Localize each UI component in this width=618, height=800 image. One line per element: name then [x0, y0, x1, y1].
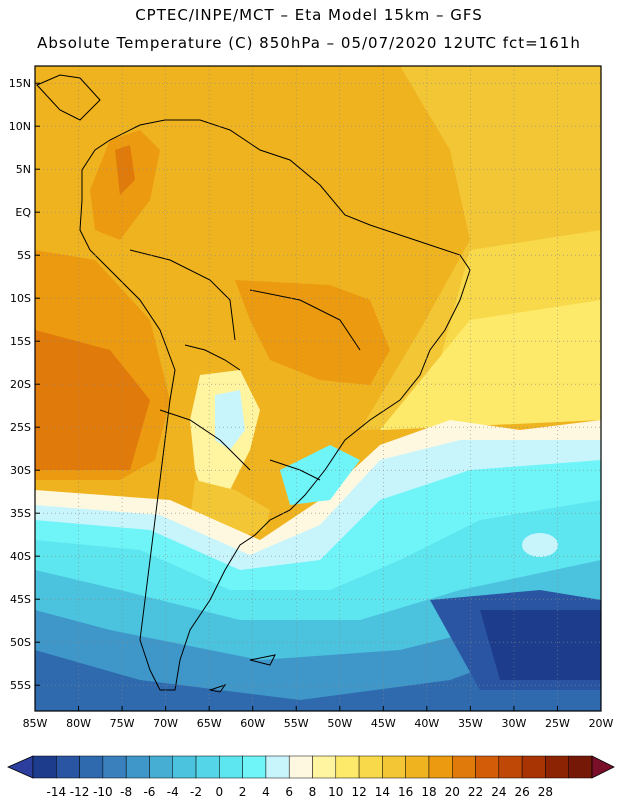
- lat-label: 10N: [9, 120, 31, 133]
- colorbar-swatch: [335, 755, 360, 779]
- temperature-field: [35, 66, 601, 711]
- colorbar-swatch: [475, 755, 500, 779]
- lat-label: 15N: [9, 77, 31, 90]
- lat-label: 55S: [10, 679, 31, 692]
- colorbar-swatch: [428, 755, 453, 779]
- lat-label: 50S: [10, 636, 31, 649]
- colorbar-label: 26: [514, 785, 529, 799]
- colorbar-label: 28: [538, 785, 553, 799]
- colorbar-swatch: [312, 755, 337, 779]
- lon-label: 25W: [545, 717, 570, 730]
- colorbar-swatch: [358, 755, 383, 779]
- lat-label: 10S: [10, 292, 31, 305]
- lon-label: 65W: [197, 717, 222, 730]
- colorbar-label: -10: [93, 785, 113, 799]
- colorbar-swatch: [195, 755, 220, 779]
- lat-label: EQ: [15, 206, 31, 219]
- colorbar-label: 0: [216, 785, 224, 799]
- colorbar-label: 22: [468, 785, 483, 799]
- colorbar-over-arrow: [591, 755, 615, 779]
- colorbar-label: 10: [328, 785, 343, 799]
- colorbar-swatch: [125, 755, 150, 779]
- lon-label: 70W: [153, 717, 178, 730]
- colorbar-label: 8: [309, 785, 317, 799]
- lon-label: 30W: [501, 717, 526, 730]
- lon-label: 45W: [371, 717, 396, 730]
- colorbar-label: -6: [143, 785, 155, 799]
- colorbar-label: -8: [120, 785, 132, 799]
- colorbar-swatch: [79, 755, 104, 779]
- colorbar-swatch: [219, 755, 243, 779]
- colorbar-swatch: [545, 755, 569, 779]
- latitude-labels: 15N 10N 5N EQ 5S 10S 15S 20S 25S 30S 35S 40S 45S 50S 5…: [9, 77, 32, 692]
- colorbar-swatch: [242, 755, 267, 779]
- colorbar-swatch: [452, 755, 476, 779]
- colorbar: [7, 755, 615, 779]
- lon-label: 20W: [589, 717, 614, 730]
- lat-label: 5S: [17, 249, 31, 262]
- colorbar-under-arrow: [7, 755, 34, 779]
- lon-label: 50W: [327, 717, 352, 730]
- colorbar-swatch: [521, 755, 546, 779]
- lat-label: 20S: [10, 378, 31, 391]
- colorbar-swatch: [288, 755, 313, 779]
- title-line-1: CPTEC/INPE/MCT – Eta Model 15km – GFS: [135, 6, 483, 24]
- map-frame: [34, 65, 602, 712]
- colorbar-swatch: [102, 755, 127, 779]
- colorbar-label: 20: [445, 785, 460, 799]
- lon-label: 35W: [458, 717, 483, 730]
- colorbar-label: 24: [491, 785, 506, 799]
- colorbar-label: 6: [285, 785, 293, 799]
- colorbar-swatch: [568, 755, 593, 779]
- colorbar-swatch: [56, 755, 80, 779]
- lon-label: 80W: [66, 717, 91, 730]
- lat-label: 35S: [10, 507, 31, 520]
- colorbar-labels: -14 -12 -10 -8 -6 -4 -2 0 2 4 6 8 10 12 14 16 18 20 22 24 26…: [46, 785, 553, 799]
- lat-label: 40S: [10, 550, 31, 563]
- colorbar-label: -14: [46, 785, 66, 799]
- lon-label: 40W: [414, 717, 439, 730]
- colorbar-swatch: [405, 755, 430, 779]
- colorbar-label: 14: [375, 785, 390, 799]
- colorbar-label: 4: [262, 785, 270, 799]
- colorbar-swatch: [32, 755, 57, 779]
- colorbar-swatch: [172, 755, 197, 779]
- colorbar-label: -2: [190, 785, 202, 799]
- lat-label: 45S: [10, 593, 31, 606]
- lat-label: 15S: [10, 335, 31, 348]
- colorbar-label: -12: [70, 785, 90, 799]
- lat-label: 25S: [10, 421, 31, 434]
- colorbar-swatch: [382, 755, 406, 779]
- colorbar-label: 18: [421, 785, 436, 799]
- lon-label: 75W: [110, 717, 135, 730]
- lat-label: 5N: [16, 163, 31, 176]
- title-line-2: Absolute Temperature (C) 850hPa – 05/07/…: [37, 34, 581, 52]
- colorbar-swatch: [265, 755, 290, 779]
- colorbar-label: 16: [398, 785, 413, 799]
- colorbar-label: 12: [351, 785, 366, 799]
- lat-label: 30S: [10, 464, 31, 477]
- coastlines: [36, 74, 471, 693]
- colorbar-swatch: [498, 755, 523, 779]
- lon-label: 60W: [240, 717, 265, 730]
- lon-label: 85W: [23, 717, 48, 730]
- lon-label: 55W: [284, 717, 309, 730]
- longitude-labels: 85W 80W 75W 70W 65W 60W 55W 50W 45W 40W 35W 30W 25W 2…: [23, 717, 614, 730]
- colorbar-swatch: [149, 755, 173, 779]
- colorbar-label: -4: [167, 785, 179, 799]
- colorbar-label: 2: [239, 785, 247, 799]
